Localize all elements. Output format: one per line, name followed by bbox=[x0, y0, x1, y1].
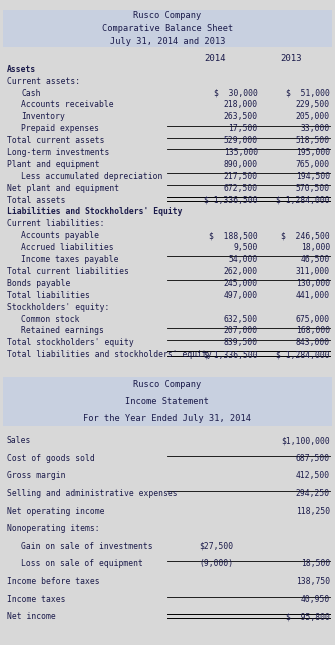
Text: Loss on sale of equipment: Loss on sale of equipment bbox=[21, 559, 143, 568]
Text: Sales: Sales bbox=[7, 436, 31, 445]
Text: Gross margin: Gross margin bbox=[7, 471, 65, 481]
Text: 294,250: 294,250 bbox=[296, 489, 330, 498]
Text: Total current liabilities: Total current liabilities bbox=[7, 267, 129, 276]
Text: 412,500: 412,500 bbox=[296, 471, 330, 481]
Text: Total assets: Total assets bbox=[7, 195, 65, 204]
Text: $ 1,284,000: $ 1,284,000 bbox=[276, 350, 330, 359]
Text: $27,500: $27,500 bbox=[199, 542, 233, 551]
Text: Accounts receivable: Accounts receivable bbox=[21, 101, 114, 110]
Text: 217,500: 217,500 bbox=[224, 172, 258, 181]
Text: $ 1,336,500: $ 1,336,500 bbox=[204, 195, 258, 204]
Text: Net income: Net income bbox=[7, 612, 55, 621]
Text: Total stockholders' equity: Total stockholders' equity bbox=[7, 338, 133, 347]
Text: 9,500: 9,500 bbox=[233, 243, 258, 252]
Text: 765,000: 765,000 bbox=[296, 160, 330, 169]
Text: Plant and equipment: Plant and equipment bbox=[7, 160, 99, 169]
Text: $  188,500: $ 188,500 bbox=[209, 232, 258, 240]
Text: 135,000: 135,000 bbox=[224, 148, 258, 157]
Text: Rusco Company: Rusco Company bbox=[133, 380, 202, 389]
Text: $  95,800: $ 95,800 bbox=[286, 612, 330, 621]
Text: 18,500: 18,500 bbox=[301, 559, 330, 568]
Text: Bonds payable: Bonds payable bbox=[7, 279, 70, 288]
Text: Rusco Company: Rusco Company bbox=[133, 11, 202, 20]
Text: Total liabilities: Total liabilities bbox=[7, 291, 89, 300]
Text: 118,250: 118,250 bbox=[296, 506, 330, 515]
Text: 843,000: 843,000 bbox=[296, 338, 330, 347]
Text: 168,000: 168,000 bbox=[296, 326, 330, 335]
Text: Cost of goods sold: Cost of goods sold bbox=[7, 453, 94, 462]
Text: Assets: Assets bbox=[7, 64, 36, 74]
Text: Income Statement: Income Statement bbox=[126, 397, 209, 406]
Text: 311,000: 311,000 bbox=[296, 267, 330, 276]
Text: Inventory: Inventory bbox=[21, 112, 65, 121]
Text: 130,000: 130,000 bbox=[296, 279, 330, 288]
Text: Gain on sale of investments: Gain on sale of investments bbox=[21, 542, 153, 551]
Text: Income before taxes: Income before taxes bbox=[7, 577, 99, 586]
Text: 441,000: 441,000 bbox=[296, 291, 330, 300]
Text: 218,000: 218,000 bbox=[224, 101, 258, 110]
Text: 839,500: 839,500 bbox=[224, 338, 258, 347]
Text: Current liabilities:: Current liabilities: bbox=[7, 219, 104, 228]
Text: Current assets:: Current assets: bbox=[7, 77, 80, 86]
Text: 262,000: 262,000 bbox=[224, 267, 258, 276]
Text: Total current assets: Total current assets bbox=[7, 136, 104, 145]
Text: Prepaid expenses: Prepaid expenses bbox=[21, 124, 99, 134]
Text: 675,000: 675,000 bbox=[296, 315, 330, 324]
Text: Accounts payable: Accounts payable bbox=[21, 232, 99, 240]
Text: 245,000: 245,000 bbox=[224, 279, 258, 288]
Text: (9,000): (9,000) bbox=[199, 559, 233, 568]
Text: 138,750: 138,750 bbox=[296, 577, 330, 586]
Text: Net plant and equipment: Net plant and equipment bbox=[7, 184, 119, 193]
Text: Liabilities and Stockholders' Equity: Liabilities and Stockholders' Equity bbox=[7, 208, 182, 217]
Text: 570,500: 570,500 bbox=[296, 184, 330, 193]
Bar bbox=[3, 377, 332, 426]
Text: 195,000: 195,000 bbox=[296, 148, 330, 157]
Text: 518,500: 518,500 bbox=[296, 136, 330, 145]
Text: 890,000: 890,000 bbox=[224, 160, 258, 169]
Text: Nonoperating items:: Nonoperating items: bbox=[7, 524, 99, 533]
Text: Income taxes payable: Income taxes payable bbox=[21, 255, 119, 264]
Text: Common stock: Common stock bbox=[21, 315, 80, 324]
Text: $  51,000: $ 51,000 bbox=[286, 88, 330, 97]
Text: 632,500: 632,500 bbox=[224, 315, 258, 324]
Text: For the Year Ended July 31, 2014: For the Year Ended July 31, 2014 bbox=[83, 414, 252, 423]
Text: Comparative Balance Sheet: Comparative Balance Sheet bbox=[102, 24, 233, 33]
Text: 229,500: 229,500 bbox=[296, 101, 330, 110]
Text: Total liabilities and stockholders' equity: Total liabilities and stockholders' equi… bbox=[7, 350, 211, 359]
Text: 497,000: 497,000 bbox=[224, 291, 258, 300]
Text: 207,000: 207,000 bbox=[224, 326, 258, 335]
Text: Accrued liabilities: Accrued liabilities bbox=[21, 243, 114, 252]
Text: 46,500: 46,500 bbox=[301, 255, 330, 264]
Text: 40,950: 40,950 bbox=[301, 595, 330, 604]
Text: 205,000: 205,000 bbox=[296, 112, 330, 121]
Text: 529,000: 529,000 bbox=[224, 136, 258, 145]
Text: $  246,500: $ 246,500 bbox=[281, 232, 330, 240]
Text: 33,000: 33,000 bbox=[301, 124, 330, 134]
Text: Less accumulated depreciation: Less accumulated depreciation bbox=[21, 172, 163, 181]
Text: Selling and administrative expenses: Selling and administrative expenses bbox=[7, 489, 177, 498]
Text: $1,100,000: $1,100,000 bbox=[281, 436, 330, 445]
Bar bbox=[3, 10, 332, 47]
Text: 672,500: 672,500 bbox=[224, 184, 258, 193]
Text: 17,500: 17,500 bbox=[228, 124, 258, 134]
Text: 2013: 2013 bbox=[280, 54, 302, 63]
Text: Retained earnings: Retained earnings bbox=[21, 326, 104, 335]
Text: Long-term investments: Long-term investments bbox=[7, 148, 109, 157]
Text: 18,000: 18,000 bbox=[301, 243, 330, 252]
Text: 54,000: 54,000 bbox=[228, 255, 258, 264]
Text: Net operating income: Net operating income bbox=[7, 506, 104, 515]
Text: 194,500: 194,500 bbox=[296, 172, 330, 181]
Text: 687,500: 687,500 bbox=[296, 453, 330, 462]
Text: 2014: 2014 bbox=[204, 54, 226, 63]
Text: Stockholders' equity:: Stockholders' equity: bbox=[7, 303, 109, 312]
Text: 263,500: 263,500 bbox=[224, 112, 258, 121]
Text: $ 1,284,000: $ 1,284,000 bbox=[276, 195, 330, 204]
Text: July 31, 2014 and 2013: July 31, 2014 and 2013 bbox=[110, 37, 225, 46]
Text: Cash: Cash bbox=[21, 88, 41, 97]
Text: Income taxes: Income taxes bbox=[7, 595, 65, 604]
Text: $  30,000: $ 30,000 bbox=[214, 88, 258, 97]
Text: $ 1,336,500: $ 1,336,500 bbox=[204, 350, 258, 359]
